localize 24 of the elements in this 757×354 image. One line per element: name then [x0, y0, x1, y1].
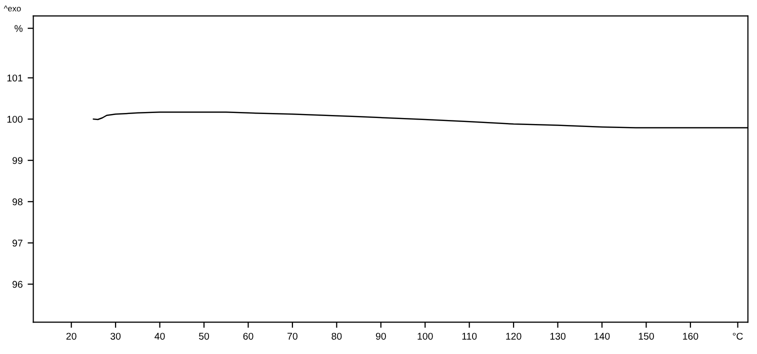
x-tick-label: 130	[550, 332, 566, 340]
text: ^exo	[4, 6, 21, 12]
y-tick-label: 99	[12, 157, 22, 164]
y-tick-label: 96	[12, 280, 22, 288]
y-tick-label: 100	[7, 116, 23, 123]
x-tick-label: 110	[462, 332, 477, 340]
y-tick-label: 101	[7, 74, 22, 82]
x-tick-label: 120	[506, 332, 522, 340]
x-tick-label: 140	[594, 332, 610, 340]
x-tick-label: 150	[638, 332, 654, 340]
x-tick-label: 50	[198, 332, 210, 340]
x-tick-label: 100	[418, 332, 433, 340]
x-tick-label: 160	[683, 332, 698, 340]
x-tick-label: 70	[288, 332, 298, 340]
y-tick-label: 97	[12, 240, 22, 247]
y-tick-label: %	[14, 25, 23, 32]
x-tick-label: 30	[110, 332, 121, 340]
y-tick-label: 98	[12, 198, 22, 206]
x-tick-label: 20	[66, 332, 76, 340]
x-tick-label: 40	[154, 332, 165, 340]
x-tick-label: °C	[732, 332, 743, 340]
x-tick-label: 60	[243, 332, 254, 340]
x-tick-label: 80	[332, 332, 342, 340]
x-tick-label: 90	[376, 332, 386, 340]
